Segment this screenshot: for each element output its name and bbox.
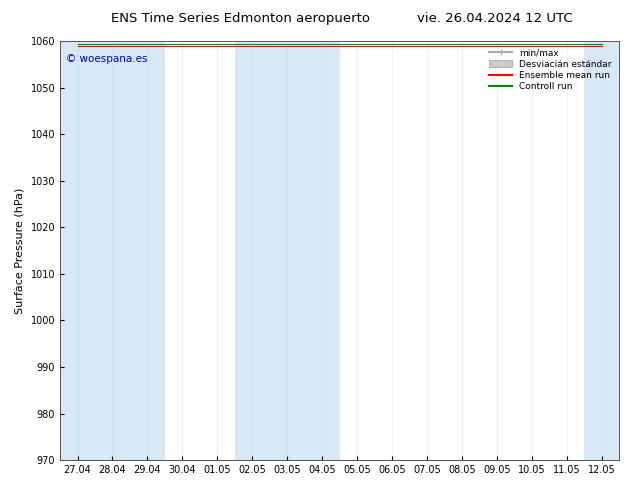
Text: ENS Time Series Edmonton aeropuerto: ENS Time Series Edmonton aeropuerto	[112, 12, 370, 25]
Bar	[235, 41, 269, 460]
Y-axis label: Surface Pressure (hPa): Surface Pressure (hPa)	[15, 187, 25, 314]
Bar	[60, 41, 95, 460]
Bar	[304, 41, 340, 460]
Text: vie. 26.04.2024 12 UTC: vie. 26.04.2024 12 UTC	[417, 12, 573, 25]
Bar	[584, 41, 619, 460]
Bar	[130, 41, 165, 460]
Legend: min/max, Desviacián estándar, Ensemble mean run, Controll run: min/max, Desviacián estándar, Ensemble m…	[487, 46, 614, 94]
Bar	[269, 41, 304, 460]
Text: © woespana.es: © woespana.es	[66, 53, 147, 64]
Bar	[95, 41, 130, 460]
